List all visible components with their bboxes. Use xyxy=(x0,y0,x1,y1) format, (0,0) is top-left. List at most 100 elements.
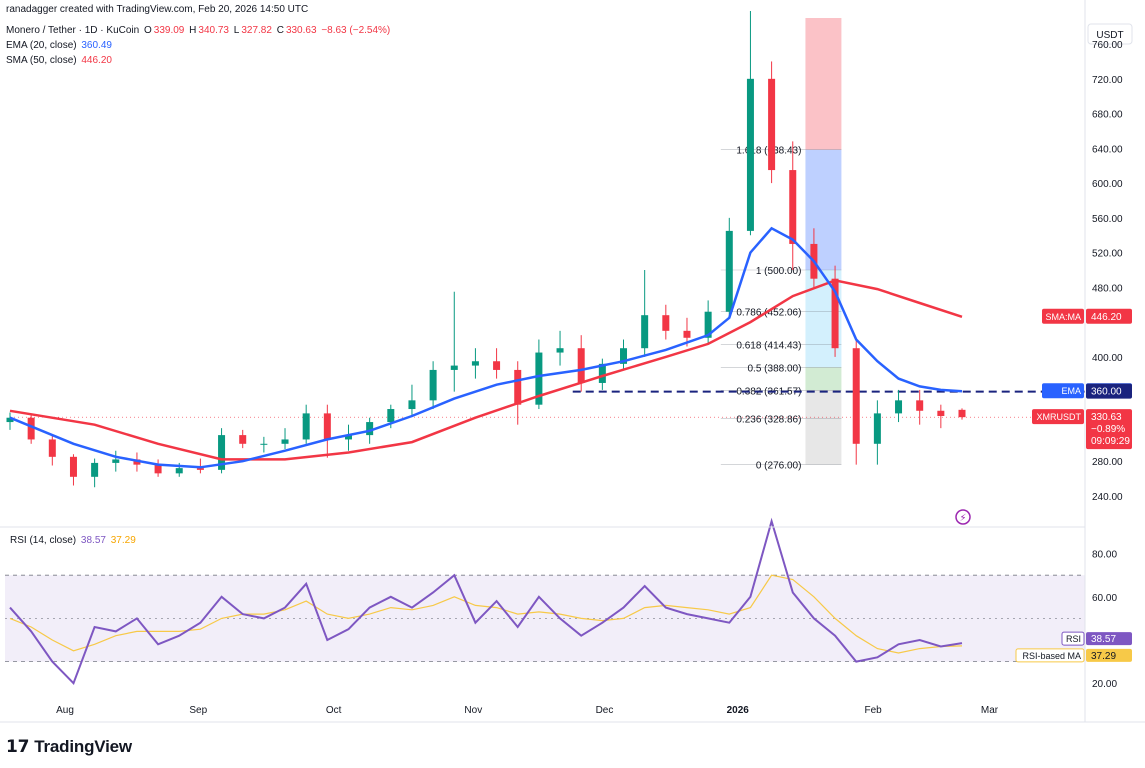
candle-body xyxy=(471,361,479,366)
candle-body xyxy=(556,348,564,353)
event-lightning-glyph: ⚡ xyxy=(959,513,966,524)
candle-body xyxy=(937,410,945,416)
candle-body xyxy=(598,363,606,383)
candle-body xyxy=(873,413,881,444)
price-tag-name-bg xyxy=(1042,308,1084,324)
price-tick-label: 680.00 xyxy=(1092,110,1123,121)
candle-body xyxy=(48,439,56,457)
rsi-legend-label: RSI (14, close) xyxy=(10,535,77,546)
ema20-line xyxy=(9,226,963,469)
candle-body xyxy=(852,348,860,444)
price-tag-value: 446.20 xyxy=(1091,312,1122,323)
ema-legend-value: 360.49 xyxy=(81,40,112,51)
price-tick-label: 640.00 xyxy=(1092,144,1123,155)
ohlc-h-label: H xyxy=(189,25,197,36)
time-tick-label: Dec xyxy=(596,705,614,716)
ohlc-o: 339.09 xyxy=(153,25,185,36)
sma50-line xyxy=(9,279,963,461)
candle-body xyxy=(662,315,670,331)
price-tick-label: 520.00 xyxy=(1092,249,1123,260)
candle-body xyxy=(725,230,733,312)
candle-body xyxy=(6,417,14,423)
candle-body xyxy=(620,348,628,364)
ohlc-l-label: L xyxy=(233,25,240,36)
candle-body xyxy=(154,464,162,474)
price-tag-change: −0.89% xyxy=(1091,424,1125,435)
rsi-tick-label: 60.00 xyxy=(1092,593,1117,604)
sma-legend: SMA (50, close) 446.20 xyxy=(6,55,114,66)
ohlc-c-label: C xyxy=(276,25,284,36)
price-tick-label: 280.00 xyxy=(1092,457,1123,468)
price-pane[interactable]: 1.618 (638.43)1 (500.00)0.786 (452.06)0.… xyxy=(6,11,1133,525)
tradingview-logo[interactable]: 𝟭𝟳 TradingView xyxy=(6,737,132,757)
price-tag-name: EMA xyxy=(1061,386,1081,396)
rsi-line xyxy=(9,517,963,686)
candle-body xyxy=(641,315,649,349)
candle-body xyxy=(450,365,458,370)
fib-label: 0.618 (414.43) xyxy=(736,340,801,351)
price-tick-label: 240.00 xyxy=(1092,492,1123,503)
rsi-tag-name-bg xyxy=(1061,631,1085,646)
candle-body xyxy=(281,439,289,444)
ema-legend: EMA (20, close) 360.49 xyxy=(6,40,114,51)
rsi-tick-label: 20.00 xyxy=(1092,679,1117,690)
candle-body xyxy=(514,369,522,405)
rsi-tag-name: RSI-based MA xyxy=(1022,651,1081,661)
candle-body xyxy=(746,78,754,231)
time-tick-label: 2026 xyxy=(727,705,750,716)
fib-label: 1 (500.00) xyxy=(756,266,802,277)
currency-label: USDT xyxy=(1096,30,1123,41)
event-lightning-icon xyxy=(955,509,971,525)
price-tag-name: SMA:MA xyxy=(1045,312,1081,322)
price-tag-name-bg xyxy=(1032,409,1084,425)
candle-body xyxy=(895,400,903,414)
rsi-pane[interactable]: RSI 38.57 RSI-based MA 37.29 xyxy=(5,517,1132,686)
candle-body xyxy=(958,409,966,418)
time-tick-label: Oct xyxy=(326,705,342,716)
ema-legend-label: EMA (20, close) xyxy=(6,40,77,51)
support-tag-bg xyxy=(1086,383,1132,399)
candle-body xyxy=(175,468,183,474)
rsi-tag-value-bg xyxy=(1086,632,1132,646)
fib-zone-red xyxy=(805,18,842,150)
ohlc-h: 340.73 xyxy=(198,25,229,36)
tradingview-brand: TradingView xyxy=(34,737,132,756)
fib-label: 0.5 (388.00) xyxy=(748,363,802,374)
symbol-title: Monero / Tether · 1D · KuCoin xyxy=(6,25,140,36)
candle-body xyxy=(831,278,839,349)
rsi-tag-name-bg xyxy=(1015,648,1085,663)
candle-body xyxy=(683,330,691,338)
candle-body xyxy=(69,456,77,477)
time-tick-label: Mar xyxy=(981,705,999,716)
rsi-legend: RSI (14, close) 38.57 37.29 xyxy=(10,535,138,546)
candle-body xyxy=(387,409,395,423)
rsi-tag-value-bg xyxy=(1086,648,1132,662)
fib-label: 0 (276.00) xyxy=(756,461,802,472)
candle-body xyxy=(218,435,226,470)
fib-label: 0.236 (328.86) xyxy=(736,415,801,426)
price-tick-label: 560.00 xyxy=(1092,214,1123,225)
rsi-ma-legend-value: 37.29 xyxy=(110,535,136,546)
rsi-ma-line xyxy=(9,574,963,654)
candle-body xyxy=(704,311,712,338)
candle-body xyxy=(27,417,35,440)
candle-body xyxy=(112,459,120,463)
time-tick-label: Aug xyxy=(56,705,74,716)
fib-zone-green xyxy=(805,367,842,391)
price-tick-label: 760.00 xyxy=(1092,40,1123,51)
price-tag-value-bg xyxy=(1086,308,1132,324)
ohlc-c: 330.63 xyxy=(285,25,317,36)
ohlc-o-label: O xyxy=(144,25,152,36)
price-tag-name: XMRUSDT xyxy=(1037,412,1082,422)
price-tick-label: 600.00 xyxy=(1092,179,1123,190)
candle-body xyxy=(493,361,501,370)
candle-body xyxy=(323,413,331,440)
candle-body xyxy=(768,78,776,171)
candle-body xyxy=(789,170,797,244)
price-tick-label: 480.00 xyxy=(1092,283,1123,294)
candle-body xyxy=(260,443,268,445)
creator-line: ranadagger created with TradingView.com,… xyxy=(6,4,309,15)
candle-body xyxy=(239,435,247,444)
